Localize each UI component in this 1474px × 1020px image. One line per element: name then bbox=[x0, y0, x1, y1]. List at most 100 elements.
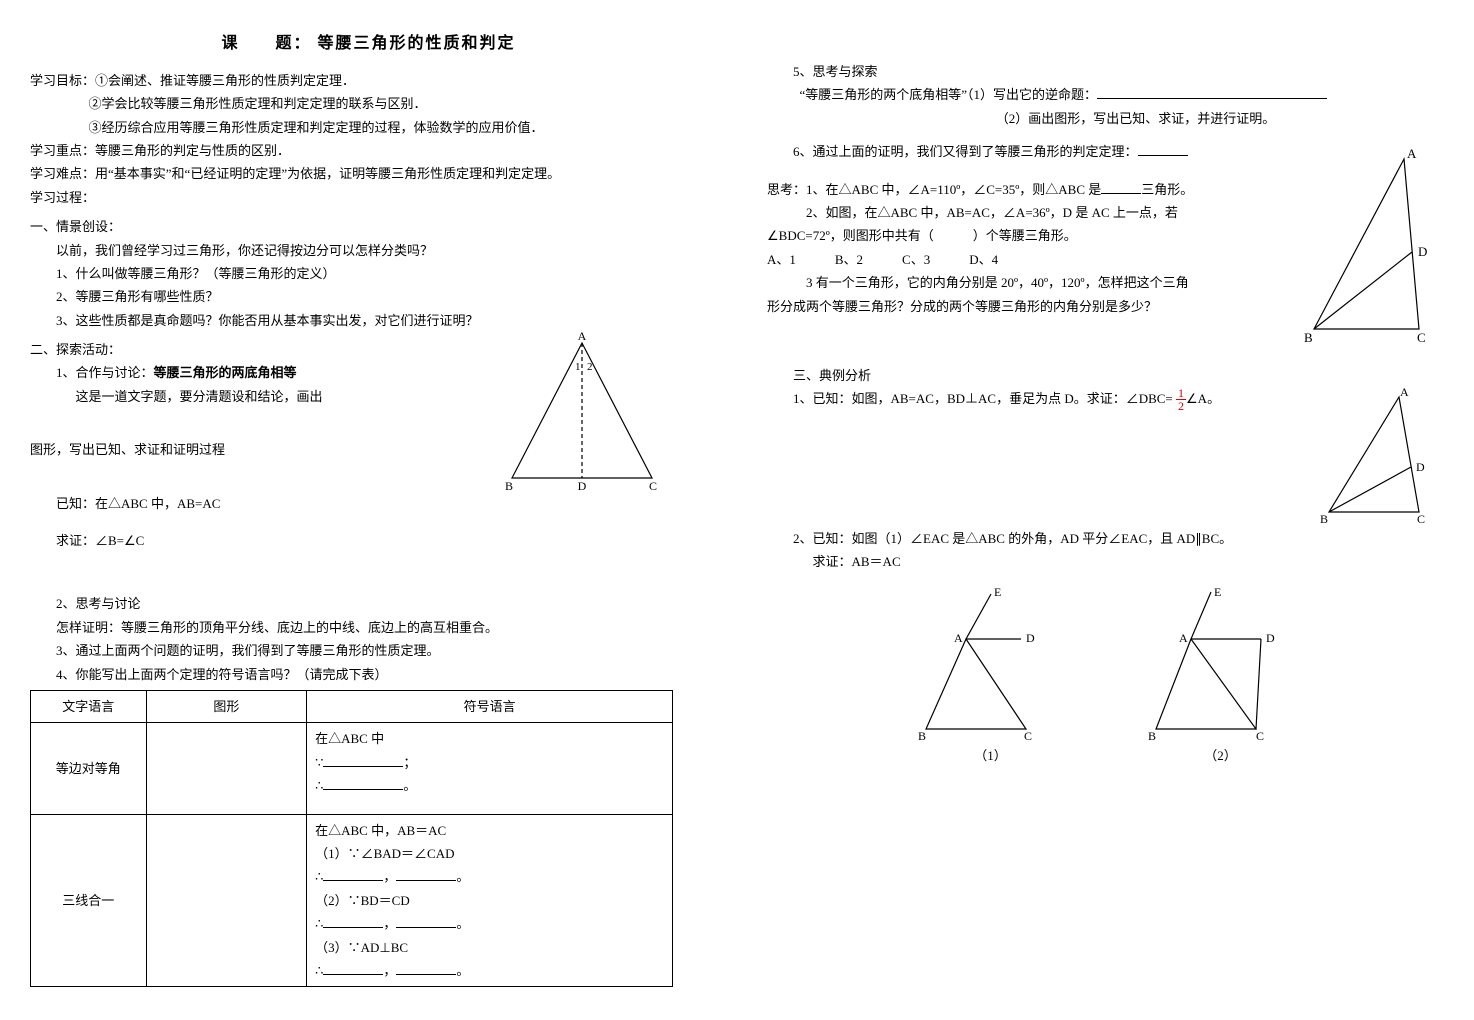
s5-q1-wrap: “等腰三角形的两个底角相等”（1）写出它的逆命题： bbox=[767, 83, 1444, 106]
section-1-head: 一、情景创设： bbox=[30, 215, 707, 238]
think-block: 思考：1、在△ABC 中，∠A=110º，∠C=35º，则△ABC 是三角形。 … bbox=[767, 164, 1444, 354]
goal-label: 学习目标： bbox=[30, 73, 95, 88]
figure-pair: A B C D E （1） A B bbox=[767, 584, 1444, 767]
blank bbox=[323, 868, 383, 881]
blank bbox=[323, 754, 403, 767]
f2-d: D bbox=[1266, 631, 1275, 645]
row2-fig-cell bbox=[146, 814, 307, 987]
goal-3: ③经历综合应用等腰三角形性质定理和判定定理的过程，体验数学的应用价值． bbox=[30, 116, 707, 139]
row1-l3: ∴。 bbox=[315, 774, 664, 797]
s2-2-q: 怎样证明：等腰三角形的顶角平分线、底边上的中线、底边上的高互相重合。 bbox=[30, 616, 707, 639]
example-1-block: 1、已知：如图，AB=AC，BD⊥AC，垂足为点 D。求证：∠DBC= 12∠A… bbox=[767, 387, 1444, 527]
s2-prove: 求证：∠B=∠C bbox=[30, 529, 707, 552]
title-main: 等腰三角形的性质和判定 bbox=[318, 35, 516, 52]
f1-c: C bbox=[1024, 729, 1032, 743]
focus-text: 等腰三角形的判定与性质的区别． bbox=[95, 143, 290, 158]
s1-intro: 以前，我们曾经学习过三角形，你还记得按边分可以怎样分类吗？ bbox=[30, 239, 707, 262]
f1-b: B bbox=[918, 729, 926, 743]
diff-text: 用“基本事实”和“已经证明的定理”为依据，证明等腰三角形性质定理和判定定理。 bbox=[95, 166, 560, 181]
s2-2-label: 2、思考与讨论 bbox=[30, 592, 707, 615]
fig1-caption: （1） bbox=[906, 744, 1076, 767]
proc-label: 学习过程： bbox=[30, 186, 707, 209]
figure-1-svg: A B C D E bbox=[906, 584, 1076, 744]
blank bbox=[1101, 181, 1141, 194]
lesson-title: 课 题： 等腰三角形的性质和判定 bbox=[30, 30, 707, 59]
s1-q1: 1、什么叫做等腰三角形？（等腰三角形的定义） bbox=[30, 262, 707, 285]
f2-c: C bbox=[1256, 729, 1264, 743]
f2-e: E bbox=[1214, 585, 1221, 599]
t2-c: C bbox=[1417, 330, 1426, 344]
s2-1-label: 1、合作与讨论： bbox=[56, 365, 154, 380]
blank bbox=[323, 777, 403, 790]
ex1-post: ∠A。 bbox=[1186, 391, 1220, 406]
s1-q2: 2、等腰三角形有哪些性质？ bbox=[30, 285, 707, 308]
blank bbox=[1097, 86, 1327, 99]
ex1-pre: 1、已知：如图，AB=AC，BD⊥AC，垂足为点 D。求证：∠DBC= bbox=[793, 391, 1176, 406]
f1-a: A bbox=[954, 631, 963, 645]
row2-l5: ∴，。 bbox=[315, 912, 664, 935]
row1-l2: ∵； bbox=[315, 751, 664, 774]
s5-label: 5、思考与探索 bbox=[767, 60, 1444, 83]
triangle-abc-figure: A B C D 1 2 bbox=[497, 328, 667, 498]
row2-sym-cell: 在△ABC 中，AB＝AC （1）∵∠BAD＝∠CAD ∴，。 （2）∵BD＝C… bbox=[307, 814, 673, 987]
goal-2: ②学会比较等腰三角形性质定理和判定定理的联系与区别． bbox=[30, 92, 707, 115]
t3-a: A bbox=[1400, 387, 1409, 399]
row2-l1: 在△ABC 中，AB＝AC bbox=[315, 819, 664, 842]
row1-fig-cell bbox=[146, 723, 307, 814]
ex2-l2: 求证：AB＝AC bbox=[767, 550, 1444, 573]
focus-line: 学习重点：等腰三角形的判定与性质的区别． bbox=[30, 139, 707, 162]
label-b: B bbox=[505, 479, 513, 493]
row2-l6: （3）∵AD⊥BC bbox=[315, 936, 664, 959]
focus-label: 学习重点： bbox=[30, 143, 95, 158]
label-a: A bbox=[578, 329, 587, 343]
title-prefix: 课 题： bbox=[221, 35, 311, 52]
f2-a: A bbox=[1179, 631, 1188, 645]
diff-line: 学习难点：用“基本事实”和“已经证明的定理”为依据，证明等腰三角形性质定理和判定… bbox=[30, 162, 707, 185]
blank bbox=[396, 915, 456, 928]
s2-4: 4、你能写出上面两个定理的符号语言吗？（请完成下表） bbox=[30, 663, 707, 686]
diff-label: 学习难点： bbox=[30, 166, 95, 181]
f2-b: B bbox=[1148, 729, 1156, 743]
blank bbox=[396, 962, 456, 975]
think-label: 思考： bbox=[767, 182, 806, 197]
s5-q2: （2）画出图形，写出已知、求证，并进行证明。 bbox=[767, 107, 1444, 130]
angle-1: 1 bbox=[575, 361, 581, 373]
t3-c: C bbox=[1417, 512, 1425, 526]
s2-1-title: 等腰三角形的两底角相等 bbox=[154, 365, 297, 380]
goal-1: ①会阐述、推证等腰三角形的性质判定定理． bbox=[95, 73, 355, 88]
right-column: 5、思考与探索 “等腰三角形的两个底角相等”（1）写出它的逆命题： （2）画出图… bbox=[767, 30, 1444, 987]
section-3-head: 三、典例分析 bbox=[767, 364, 1444, 387]
label-c: C bbox=[649, 479, 657, 493]
section-2-wrap: 二、探索活动： 1、合作与讨论：等腰三角形的两底角相等 这是一道文字题，要分清题… bbox=[30, 338, 707, 552]
th-fig: 图形 bbox=[146, 691, 307, 723]
figure-2: A B C D E （2） bbox=[1136, 584, 1306, 767]
f1-e: E bbox=[994, 585, 1001, 599]
row1-label: 等边对等角 bbox=[31, 723, 147, 814]
triangle-bd-perp-figure: A B C D bbox=[1314, 387, 1434, 527]
label-d: D bbox=[578, 479, 587, 493]
row2-l3: ∴，。 bbox=[315, 865, 664, 888]
s2-3: 3、通过上面两个问题的证明，我们得到了等腰三角形的性质定理。 bbox=[30, 639, 707, 662]
think-1: 1、在△ABC 中，∠A=110º，∠C=35º，则△ABC 是 bbox=[806, 182, 1101, 197]
figure-2-svg: A B C D E bbox=[1136, 584, 1306, 744]
row2-l4: （2）∵BD＝CD bbox=[315, 889, 664, 912]
blank bbox=[396, 868, 456, 881]
fraction-half: 12 bbox=[1176, 387, 1186, 412]
t2-b: B bbox=[1304, 330, 1313, 344]
row1-l1: 在△ABC 中 bbox=[315, 727, 664, 750]
fig2-caption: （2） bbox=[1136, 744, 1306, 767]
th-text: 文字语言 bbox=[31, 691, 147, 723]
ex2-l1: 2、已知：如图（1）∠EAC 是△ABC 的外角，AD 平分∠EAC，且 AD∥… bbox=[767, 527, 1444, 550]
blank bbox=[323, 915, 383, 928]
symbol-language-table: 文字语言 图形 符号语言 等边对等角 在△ABC 中 ∵； ∴。 三线合一 在△… bbox=[30, 690, 673, 987]
t3-b: B bbox=[1320, 512, 1328, 526]
think-1-suffix: 三角形。 bbox=[1141, 182, 1193, 197]
angle-2: 2 bbox=[587, 361, 593, 373]
t2-a: A bbox=[1407, 146, 1417, 161]
t3-d: D bbox=[1416, 460, 1425, 474]
figure-1: A B C D E （1） bbox=[906, 584, 1076, 767]
s5-q1: “等腰三角形的两个底角相等”（1）写出它的逆命题： bbox=[800, 87, 1098, 102]
th-sym: 符号语言 bbox=[307, 691, 673, 723]
row1-sym-cell: 在△ABC 中 ∵； ∴。 bbox=[307, 723, 673, 814]
triangle-abcd-figure: A B C D bbox=[1294, 144, 1434, 344]
